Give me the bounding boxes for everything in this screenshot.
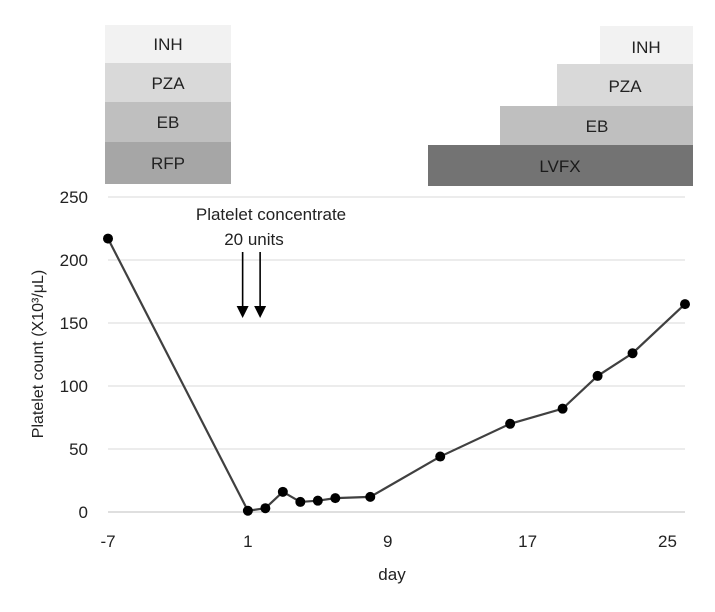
annotation-line1: Platelet concentrate	[196, 205, 346, 224]
x-tick-labels: -7 1 9 17 25	[100, 532, 677, 551]
x-axis-label: day	[378, 565, 406, 584]
series-platelet	[103, 233, 690, 516]
drug-bar-pza-before	[105, 63, 231, 102]
arrow-1	[236, 252, 249, 318]
y-tick-200: 200	[60, 251, 88, 270]
y-tick-150: 150	[60, 314, 88, 333]
gridlines	[108, 196, 685, 450]
drug-label-pza-after: PZA	[608, 77, 642, 96]
drug-label-inh-before: INH	[153, 35, 182, 54]
data-point-2	[260, 503, 271, 514]
data-point-9	[505, 418, 516, 429]
drug-label-pza-before: PZA	[151, 74, 185, 93]
drug-bar-eb-before	[105, 102, 231, 142]
x-tick-17: 17	[518, 532, 537, 551]
drug-bar-rfp-before	[105, 142, 231, 184]
x-tick-9: 9	[383, 532, 392, 551]
data-point-7	[365, 491, 376, 502]
data-point-13	[680, 299, 690, 310]
y-tick-50: 50	[69, 440, 88, 459]
x-tick--7: -7	[100, 532, 115, 551]
drug-bars-before: INH PZA EB RFP	[105, 25, 231, 184]
platelet-annotation: Platelet concentrate 20 units	[196, 205, 346, 318]
annotation-line2: 20 units	[224, 230, 284, 249]
drug-label-eb-after: EB	[586, 117, 609, 136]
y-tick-0: 0	[79, 503, 88, 522]
data-point-3	[277, 486, 288, 497]
drug-label-inh-after: INH	[631, 38, 660, 57]
data-point-10	[557, 403, 568, 414]
y-axis-label: Platelet count (X10³/μL)	[30, 270, 47, 438]
x-tick-25: 25	[658, 532, 677, 551]
drug-label-eb-before: EB	[157, 113, 180, 132]
data-point-1	[242, 505, 253, 516]
y-tick-100: 100	[60, 377, 88, 396]
drug-bar-pza-after	[557, 64, 693, 106]
y-tick-250: 250	[60, 188, 88, 207]
data-point-5	[312, 495, 323, 506]
drug-bar-inh-before	[105, 25, 231, 63]
data-point-6	[330, 493, 341, 504]
x-tick-1: 1	[243, 532, 252, 551]
data-point-0	[103, 233, 113, 244]
transfusion-arrows	[236, 252, 267, 318]
data-point-12	[627, 348, 638, 359]
data-point-11	[592, 370, 603, 381]
data-point-8	[435, 451, 446, 462]
y-tick-labels: 0 50 100 150 200 250	[60, 188, 88, 522]
drug-bar-lvfx-after	[428, 145, 693, 186]
drug-bar-inh-after	[600, 26, 693, 64]
data-point-4	[295, 496, 306, 507]
drug-bar-eb-after	[500, 106, 693, 145]
drug-label-rfp-before: RFP	[151, 154, 185, 173]
drug-label-lvfx-after: LVFX	[539, 157, 580, 176]
arrow-2	[254, 252, 267, 318]
drug-bars-after: INH PZA EB LVFX	[428, 26, 693, 186]
